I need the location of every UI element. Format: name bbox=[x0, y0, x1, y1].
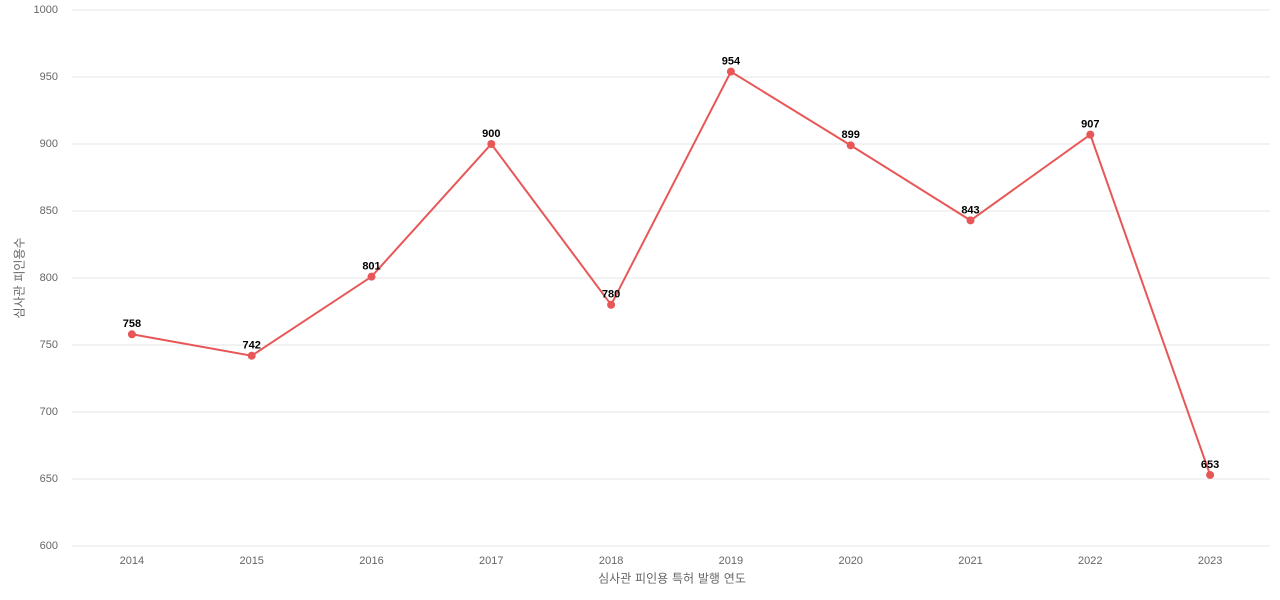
x-tick-label: 2016 bbox=[359, 555, 383, 567]
x-tick-label: 2023 bbox=[1198, 555, 1222, 567]
x-tick-label: 2019 bbox=[719, 555, 743, 567]
value-label: 843 bbox=[961, 204, 979, 216]
value-label: 801 bbox=[362, 261, 380, 273]
point bbox=[607, 300, 616, 309]
y-tick-label: 1000 bbox=[34, 4, 58, 16]
x-tick-label: 2015 bbox=[239, 555, 263, 567]
x-tick-label: 2017 bbox=[479, 555, 503, 567]
y-tick-label: 850 bbox=[40, 205, 58, 217]
x-tick-label: 2018 bbox=[599, 555, 623, 567]
value-label: 907 bbox=[1081, 119, 1099, 131]
value-label: 742 bbox=[243, 340, 261, 352]
value-label: 758 bbox=[123, 318, 141, 330]
value-label: 900 bbox=[482, 128, 500, 140]
line bbox=[131, 70, 1212, 476]
y-tick-label: 900 bbox=[40, 138, 58, 150]
x-tick-label: 2020 bbox=[838, 555, 862, 567]
point bbox=[726, 67, 735, 76]
point bbox=[1086, 130, 1095, 139]
y-tick-label: 650 bbox=[40, 473, 58, 485]
y-tick-label: 950 bbox=[40, 71, 58, 83]
point bbox=[966, 216, 975, 225]
x-axis-title: 심사관 피인용 특허 발행 연도 bbox=[598, 571, 746, 586]
value-label: 653 bbox=[1201, 459, 1219, 471]
y-tick-label: 600 bbox=[40, 540, 58, 552]
value-label: 899 bbox=[842, 129, 860, 141]
value-label: 780 bbox=[602, 289, 620, 301]
y-tick-label: 700 bbox=[40, 406, 58, 418]
point bbox=[247, 351, 256, 360]
y-tick-label: 750 bbox=[40, 339, 58, 351]
point bbox=[846, 141, 855, 150]
point bbox=[1206, 470, 1215, 479]
x-tick-label: 2022 bbox=[1078, 555, 1102, 567]
y-axis-title: 심사관 피인용수 bbox=[13, 237, 27, 318]
x-tick-label: 2014 bbox=[120, 555, 144, 567]
point bbox=[367, 272, 376, 281]
value-label: 954 bbox=[722, 56, 741, 68]
y-tick-label: 800 bbox=[40, 272, 58, 284]
point bbox=[487, 140, 496, 148]
point bbox=[127, 330, 136, 339]
x-tick-label: 2021 bbox=[958, 555, 982, 567]
